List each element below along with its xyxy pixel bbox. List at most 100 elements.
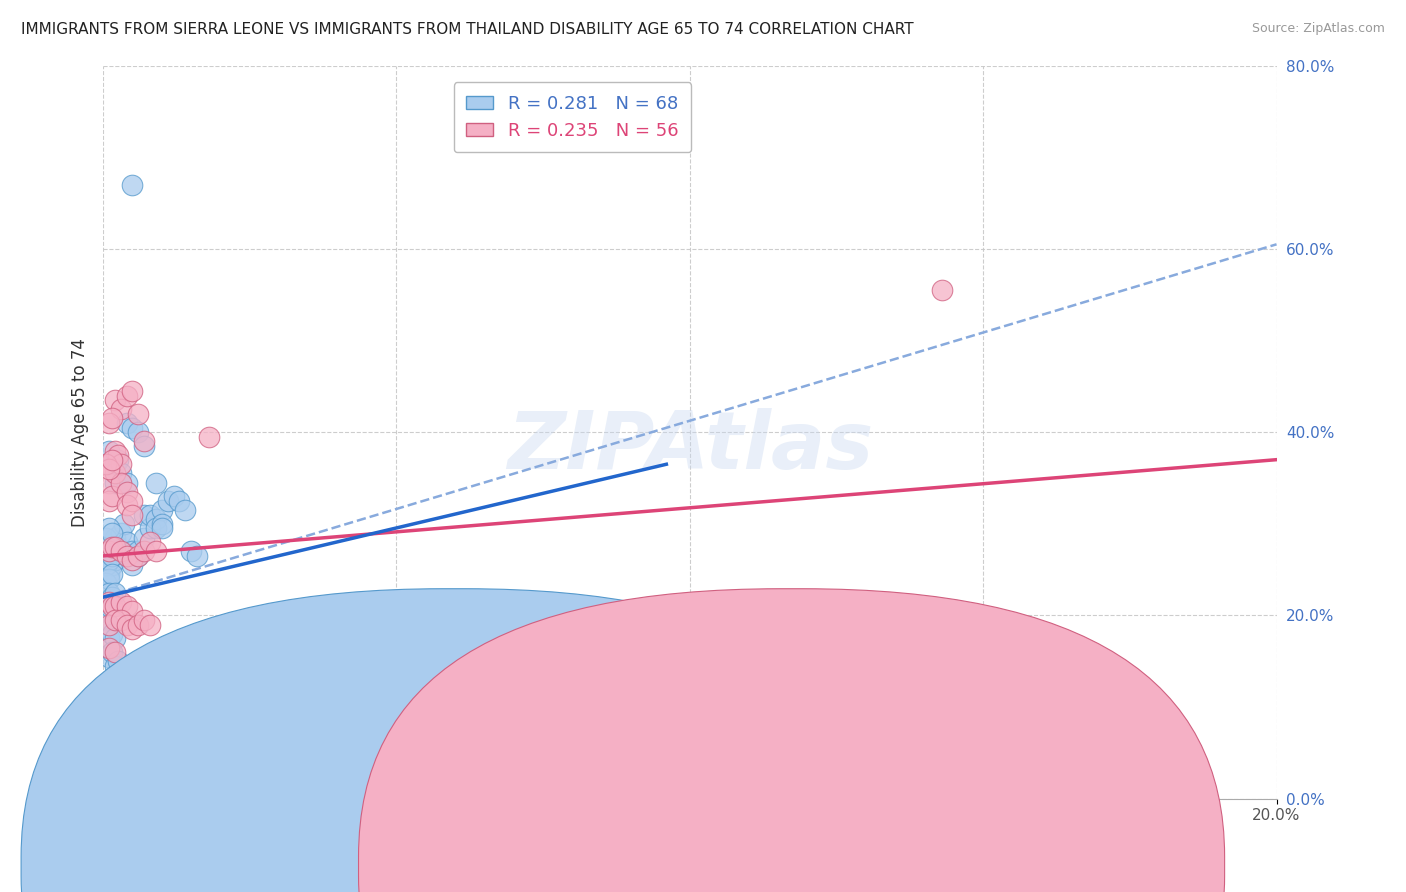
Point <box>98 544 121 558</box>
Point <box>115 617 138 632</box>
Point <box>110 544 132 558</box>
Point <box>101 645 124 659</box>
Point <box>134 508 156 522</box>
Point <box>98 617 121 632</box>
Point <box>134 434 156 449</box>
Point <box>139 617 162 632</box>
Point <box>110 526 132 541</box>
Point <box>127 549 149 563</box>
Point <box>150 690 173 705</box>
Point <box>127 549 149 563</box>
Point <box>104 658 127 673</box>
Point <box>101 526 124 541</box>
Legend: R = 0.281   N = 68, R = 0.235   N = 56: R = 0.281 N = 68, R = 0.235 N = 56 <box>454 82 692 153</box>
Point <box>98 599 121 614</box>
Point <box>94 576 117 591</box>
Point <box>150 503 173 517</box>
Point <box>115 696 138 710</box>
Y-axis label: Disability Age 65 to 74: Disability Age 65 to 74 <box>72 338 89 526</box>
Point <box>107 452 129 467</box>
Point <box>156 705 179 719</box>
Point <box>139 508 162 522</box>
Point <box>98 632 121 646</box>
Point <box>101 540 124 554</box>
Point <box>139 535 162 549</box>
Point <box>101 627 124 641</box>
Point <box>150 521 173 535</box>
Point <box>134 439 156 453</box>
Point <box>121 686 143 700</box>
Point <box>145 512 167 526</box>
Point <box>121 558 143 572</box>
Point <box>156 714 179 728</box>
Point <box>98 521 121 535</box>
Point <box>107 654 129 668</box>
Text: Immigrants from Sierra Leone: Immigrants from Sierra Leone <box>419 855 650 870</box>
Point <box>180 544 202 558</box>
Point <box>174 503 197 517</box>
Point <box>110 613 132 627</box>
Point <box>101 590 124 604</box>
Point <box>94 531 117 545</box>
Point <box>121 544 143 558</box>
Point <box>110 668 132 682</box>
Point <box>115 475 138 490</box>
Point <box>104 540 127 554</box>
Point <box>104 467 127 481</box>
Point <box>104 632 127 646</box>
Point <box>94 558 117 572</box>
Point <box>104 599 127 614</box>
Point <box>197 430 219 444</box>
Point <box>94 457 117 471</box>
Point <box>121 604 143 618</box>
Point <box>121 178 143 192</box>
Point <box>121 494 143 508</box>
Point <box>110 595 132 609</box>
Point <box>104 393 127 408</box>
Point <box>110 475 132 490</box>
Point <box>101 452 124 467</box>
Point <box>94 613 117 627</box>
Text: Source: ZipAtlas.com: Source: ZipAtlas.com <box>1251 22 1385 36</box>
Point <box>98 462 121 476</box>
Point <box>134 544 156 558</box>
Point <box>127 617 149 632</box>
Point <box>139 521 162 535</box>
Point <box>98 443 121 458</box>
Point <box>156 494 179 508</box>
Point <box>101 411 124 425</box>
Text: Immigrants from Thailand: Immigrants from Thailand <box>772 855 972 870</box>
Point <box>98 416 121 430</box>
Point <box>101 599 124 614</box>
Point <box>101 558 124 572</box>
Point <box>98 475 121 490</box>
Point <box>127 544 149 558</box>
Point <box>162 489 184 503</box>
Point <box>110 544 132 558</box>
Point <box>150 516 173 531</box>
Point <box>115 664 138 678</box>
Point <box>101 489 124 503</box>
Point <box>98 553 121 567</box>
Point <box>101 549 124 563</box>
Point <box>98 640 121 655</box>
Point <box>110 686 132 700</box>
Point <box>115 388 138 402</box>
Point <box>186 549 208 563</box>
Point <box>112 516 135 531</box>
Point <box>104 531 127 545</box>
Point <box>121 420 143 434</box>
Point <box>145 475 167 490</box>
Point <box>115 535 138 549</box>
Text: ZIPAtlas: ZIPAtlas <box>506 408 873 486</box>
Point <box>98 494 121 508</box>
Point <box>145 544 167 558</box>
Point <box>110 475 132 490</box>
Point <box>104 443 127 458</box>
Point <box>115 484 138 499</box>
Point <box>121 508 143 522</box>
Point <box>121 553 143 567</box>
Point <box>115 549 138 563</box>
Point <box>107 540 129 554</box>
Point <box>127 407 149 421</box>
